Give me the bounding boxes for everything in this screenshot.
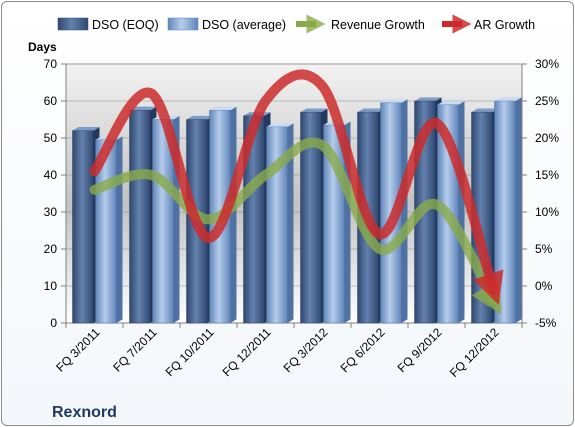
- right-tick-label: -5%: [535, 316, 557, 330]
- bar-top-dso-average: [266, 123, 294, 127]
- y-axis-title-days: Days: [28, 40, 57, 54]
- company-label: Rexnord: [52, 404, 117, 421]
- right-tick-label: 10%: [535, 205, 559, 219]
- bar-side-dso-average: [116, 136, 123, 323]
- legend-swatch-dso-average: [167, 17, 199, 31]
- bar-side-dso-average: [230, 106, 237, 324]
- bar-top-dso-eoq: [357, 108, 385, 113]
- bar-top-dso-eoq: [471, 108, 499, 113]
- legend-label-ar-growth: AR Growth: [474, 18, 535, 32]
- line-revenue-growth: [89, 137, 502, 315]
- bar-top-dso-average: [380, 99, 408, 103]
- bar-top-dso-eoq: [414, 97, 442, 101]
- left-tick-label: 20: [44, 242, 58, 256]
- left-tick-label: 10: [44, 279, 58, 293]
- right-tick-label: 20%: [535, 131, 559, 145]
- left-tick-label: 70: [44, 57, 58, 71]
- bar-top-dso-eoq: [300, 108, 328, 113]
- bar-top-dso-average: [437, 101, 465, 105]
- x-tick-label: FQ 3/2012: [281, 325, 331, 375]
- left-tick-label: 0: [50, 316, 57, 330]
- bar-side-dso-average: [287, 123, 294, 323]
- bar-dso-eoq: [72, 130, 94, 324]
- x-tick-label: FQ 10/2011: [163, 325, 217, 379]
- x-tick-label: FQ 7/2011: [110, 325, 160, 375]
- x-tick-label: FQ 9/2012: [395, 325, 445, 375]
- line-ar-growth: [89, 69, 504, 305]
- bar-side-dso-average: [458, 101, 465, 323]
- bar-side-dso-average: [401, 99, 408, 323]
- left-tick-label: 30: [44, 205, 58, 219]
- x-tick-label: FQ 6/2012: [338, 325, 388, 375]
- bar-top-dso-eoq: [72, 127, 100, 131]
- x-tick-label: FQ 3/2011: [53, 325, 103, 375]
- left-tick-label: 60: [44, 94, 58, 108]
- left-tick-label: 50: [44, 131, 58, 145]
- bar-dso-average: [494, 100, 516, 324]
- x-tick-label: FQ 12/2011: [220, 325, 274, 379]
- legend-label-dso-average: DSO (average): [202, 18, 286, 32]
- bar-top-dso-eoq: [129, 106, 157, 111]
- left-tick-label: 40: [44, 168, 58, 182]
- plot-area: 0 10 20 30 40 50 60 70 -5% 0% 5% 10% 15% 20% 25% 30% FQ …: [44, 57, 560, 380]
- bar-top-dso-average: [209, 106, 237, 111]
- legend: DSO (EOQ) DSO (average) Revenue Growth A…: [57, 14, 535, 34]
- right-tick-label: 25%: [535, 94, 559, 108]
- legend-label-revenue-growth: Revenue Growth: [331, 18, 425, 32]
- right-tick-label: 15%: [535, 168, 559, 182]
- bar-dso-eoq: [129, 110, 151, 324]
- x-tick-label: FQ 12/2012: [447, 325, 502, 380]
- legend-swatch-dso-eoq: [57, 17, 89, 31]
- right-tick-label: 5%: [535, 242, 553, 256]
- bar-side-dso-average: [515, 97, 522, 324]
- bar-dso-eoq: [300, 111, 322, 324]
- bar-top-dso-average: [494, 97, 522, 101]
- legend-label-dso-eoq: DSO (EOQ): [92, 18, 159, 32]
- bar-top-dso-eoq: [186, 115, 214, 120]
- right-tick-label: 30%: [535, 57, 559, 71]
- right-tick-label: 0%: [535, 279, 553, 293]
